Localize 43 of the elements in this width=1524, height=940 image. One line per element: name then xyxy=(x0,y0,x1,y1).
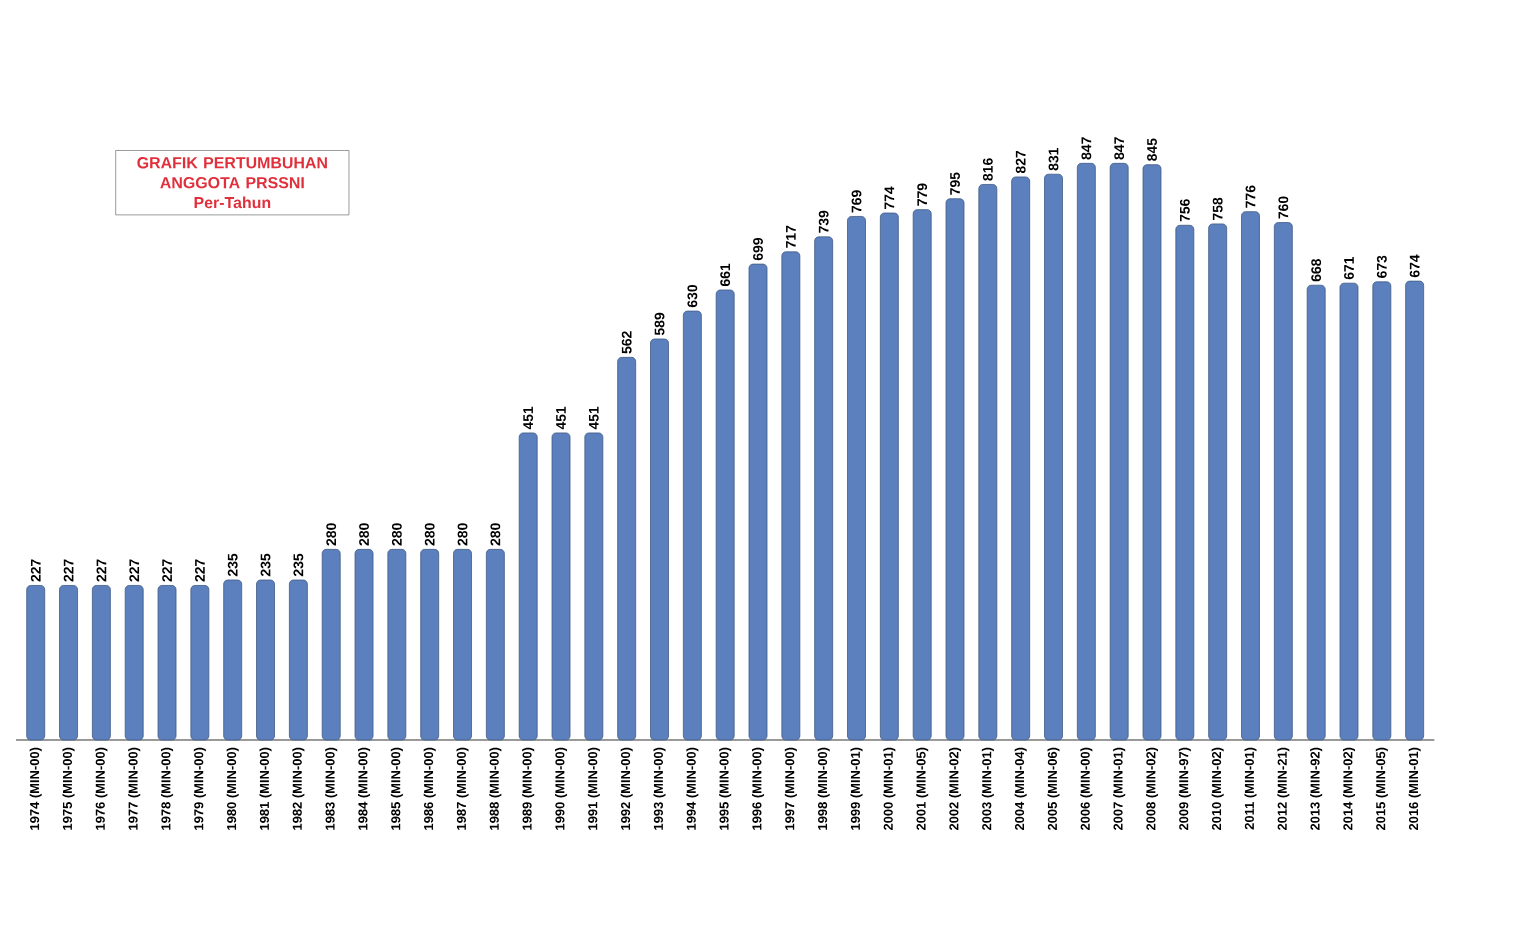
bar xyxy=(420,548,440,741)
bar xyxy=(1339,282,1359,741)
bar xyxy=(1011,176,1031,741)
bar xyxy=(1175,224,1195,741)
bar xyxy=(1241,211,1260,741)
bar xyxy=(1142,164,1162,741)
bar xyxy=(1273,222,1293,741)
bar xyxy=(1076,162,1096,741)
bar xyxy=(682,310,702,741)
bar xyxy=(124,585,144,741)
bar xyxy=(1208,223,1228,741)
bar xyxy=(190,585,210,741)
bar xyxy=(518,432,538,741)
bar xyxy=(26,585,46,741)
bar xyxy=(1109,162,1129,741)
bar xyxy=(354,548,374,741)
bar xyxy=(650,338,669,741)
bar xyxy=(1306,284,1326,741)
bar xyxy=(1044,173,1063,741)
bar xyxy=(847,216,866,741)
bar xyxy=(584,432,604,741)
bar xyxy=(91,585,111,741)
bar xyxy=(715,289,735,741)
bar xyxy=(59,585,78,741)
bar xyxy=(1372,281,1392,741)
bar xyxy=(1405,280,1425,741)
bar xyxy=(945,198,965,741)
bar xyxy=(157,585,177,741)
bar xyxy=(912,209,932,741)
bar xyxy=(223,579,243,741)
bar xyxy=(879,212,899,741)
bar xyxy=(485,548,505,741)
bar xyxy=(978,184,998,741)
bar xyxy=(453,548,472,741)
bar xyxy=(814,236,834,741)
bar xyxy=(387,548,407,741)
bar xyxy=(256,579,275,741)
bar xyxy=(551,432,571,741)
bar xyxy=(321,548,341,741)
bar xyxy=(288,579,308,741)
bar xyxy=(748,263,768,741)
bar xyxy=(617,356,637,741)
bar xyxy=(781,251,801,741)
